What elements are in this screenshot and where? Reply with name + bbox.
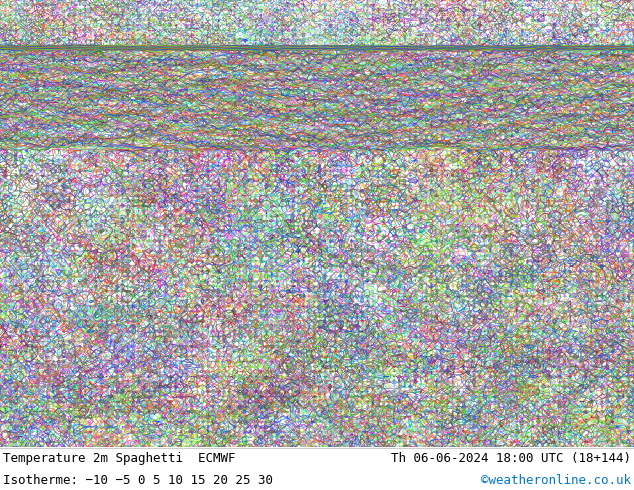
Text: Isotherme: −10 −5 0 5 10 15 20 25 30: Isotherme: −10 −5 0 5 10 15 20 25 30 xyxy=(3,474,273,487)
Text: ©weatheronline.co.uk: ©weatheronline.co.uk xyxy=(481,474,631,487)
Text: Th 06-06-2024 18:00 UTC (18+144): Th 06-06-2024 18:00 UTC (18+144) xyxy=(391,452,631,466)
Text: Temperature 2m Spaghetti  ECMWF: Temperature 2m Spaghetti ECMWF xyxy=(3,452,236,466)
